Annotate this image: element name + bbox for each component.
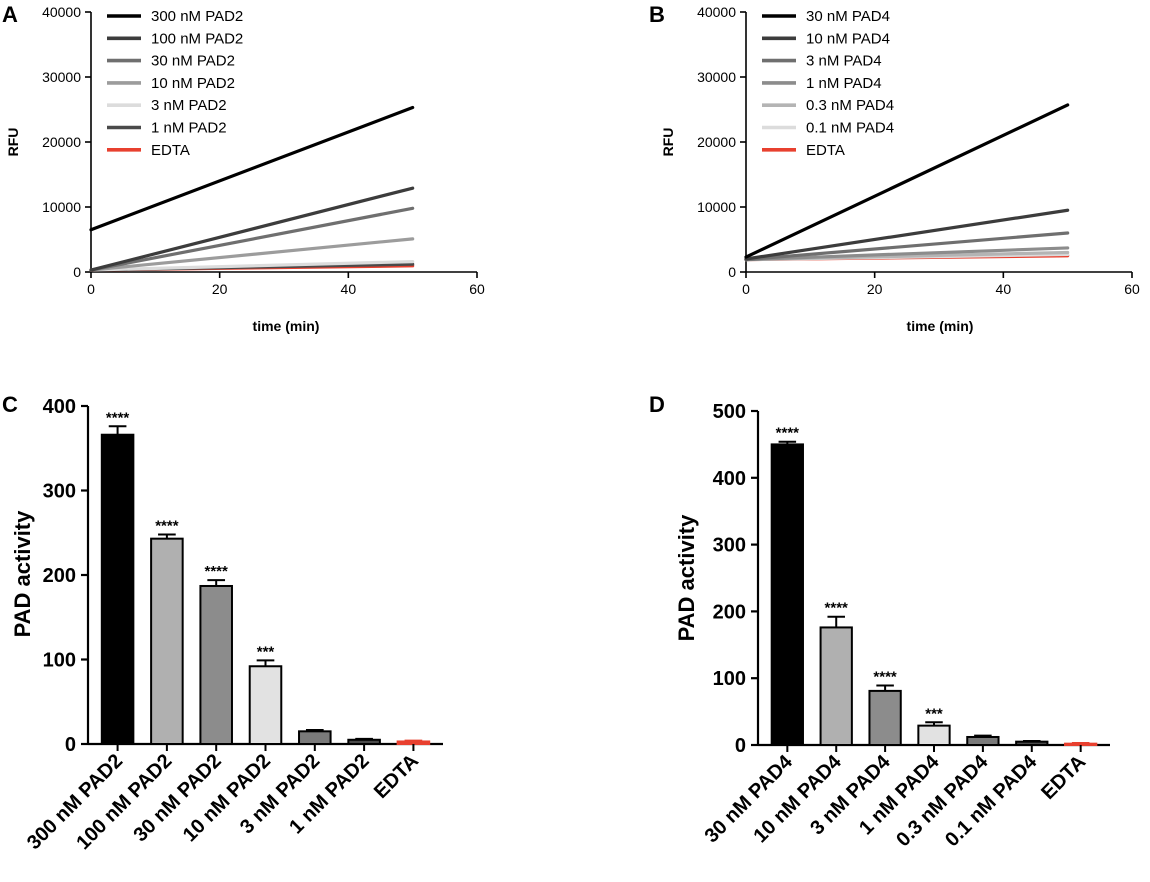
y-tick-label: 400 [43, 396, 76, 418]
series-line [89, 260, 415, 272]
x-tick-label: 60 [469, 281, 485, 297]
bar [150, 537, 184, 745]
significance-label: **** [873, 669, 897, 686]
series-line [89, 186, 415, 272]
category-label: EDTA [370, 750, 423, 803]
bar [917, 724, 951, 746]
panel-letter-b: B [649, 2, 665, 27]
y-tick-label: 0 [73, 264, 81, 280]
series-line [744, 103, 1070, 259]
y-tick-label: 0 [735, 735, 746, 757]
significance-label: *** [925, 705, 943, 722]
y-tick-label: 10000 [697, 199, 736, 215]
bar [298, 730, 332, 746]
y-tick-label: 10000 [42, 199, 81, 215]
legend-label: 30 nM PAD4 [806, 8, 890, 25]
y-tick-label: 500 [713, 401, 746, 423]
x-tick-label: 60 [1124, 281, 1140, 297]
legend-label: 10 nM PAD2 [151, 75, 235, 92]
panel-b: B 0 10000 20000 30000 40000 0 20 40 60 30 nM PAD4… [649, 2, 1140, 334]
bar [248, 665, 283, 746]
x-axis-label: time (min) [253, 318, 320, 334]
legend-label: EDTA [151, 142, 190, 159]
y-tick-label: 40000 [697, 4, 736, 20]
y-tick-label: 400 [713, 468, 746, 490]
series-line [89, 237, 415, 272]
panel-a: A 0 10000 20000 30000 40000 0 20 40 60 300 nM PAD… [2, 2, 485, 334]
legend-label: 0.1 nM PAD4 [806, 120, 894, 137]
y-tick-label: 100 [713, 668, 746, 690]
category-label: EDTA [1037, 751, 1090, 804]
bar [199, 584, 233, 745]
bar [100, 433, 135, 745]
bar [396, 740, 431, 746]
x-tick-label: 20 [212, 281, 228, 297]
significance-label: **** [776, 425, 800, 442]
significance-label: **** [825, 600, 849, 617]
panel-letter-d: D [649, 392, 665, 417]
bar [770, 443, 804, 746]
bar [1015, 740, 1049, 746]
panel-letter-a: A [2, 2, 18, 27]
x-tick-label: 40 [341, 281, 357, 297]
y-tick-label: 30000 [42, 69, 81, 85]
x-axis-label: time (min) [907, 318, 974, 334]
y-axis-label: PAD activity [674, 514, 699, 642]
y-tick-label: 0 [65, 734, 76, 756]
y-axis-label: RFU [5, 128, 21, 157]
bar [347, 738, 381, 746]
bar [868, 689, 902, 747]
series-line [744, 231, 1070, 262]
y-tick-label: 300 [43, 481, 76, 503]
y-axis-label: PAD activity [10, 510, 35, 638]
series-line [89, 105, 415, 232]
legend-label: 10 nM PAD4 [806, 30, 890, 47]
panel-letter-c: C [2, 392, 18, 417]
y-tick-label: 0 [728, 264, 736, 280]
legend-label: 1 nM PAD2 [151, 120, 227, 137]
series-line [744, 208, 1070, 261]
legend-label: 3 nM PAD2 [151, 97, 227, 114]
bar [1064, 742, 1098, 747]
bar [819, 626, 853, 747]
significance-label: **** [155, 517, 179, 534]
bar [966, 735, 1000, 747]
x-tick-label: 0 [742, 281, 750, 297]
y-tick-label: 200 [713, 601, 746, 623]
legend-label: 3 nM PAD4 [806, 53, 882, 70]
significance-label: *** [257, 643, 275, 660]
legend-label: 30 nM PAD2 [151, 53, 235, 70]
y-tick-label: 30000 [697, 69, 736, 85]
y-tick-label: 20000 [42, 134, 81, 150]
legend-label: 300 nM PAD2 [151, 8, 243, 25]
y-tick-label: 100 [43, 650, 76, 672]
significance-label: **** [106, 409, 130, 426]
x-tick-label: 20 [867, 281, 883, 297]
y-tick-label: 300 [713, 535, 746, 557]
significance-label: **** [205, 563, 229, 580]
series-line [744, 246, 1070, 262]
legend-label: 1 nM PAD4 [806, 75, 882, 92]
x-tick-label: 0 [87, 281, 95, 297]
y-tick-label: 40000 [42, 4, 81, 20]
legend-label: EDTA [806, 142, 845, 159]
legend-label: 100 nM PAD2 [151, 30, 243, 47]
y-tick-label: 20000 [697, 134, 736, 150]
y-axis-label: RFU [660, 128, 676, 157]
legend-label: 0.3 nM PAD4 [806, 97, 894, 114]
y-tick-label: 200 [43, 565, 76, 587]
x-tick-label: 40 [996, 281, 1012, 297]
series-line [89, 206, 415, 272]
